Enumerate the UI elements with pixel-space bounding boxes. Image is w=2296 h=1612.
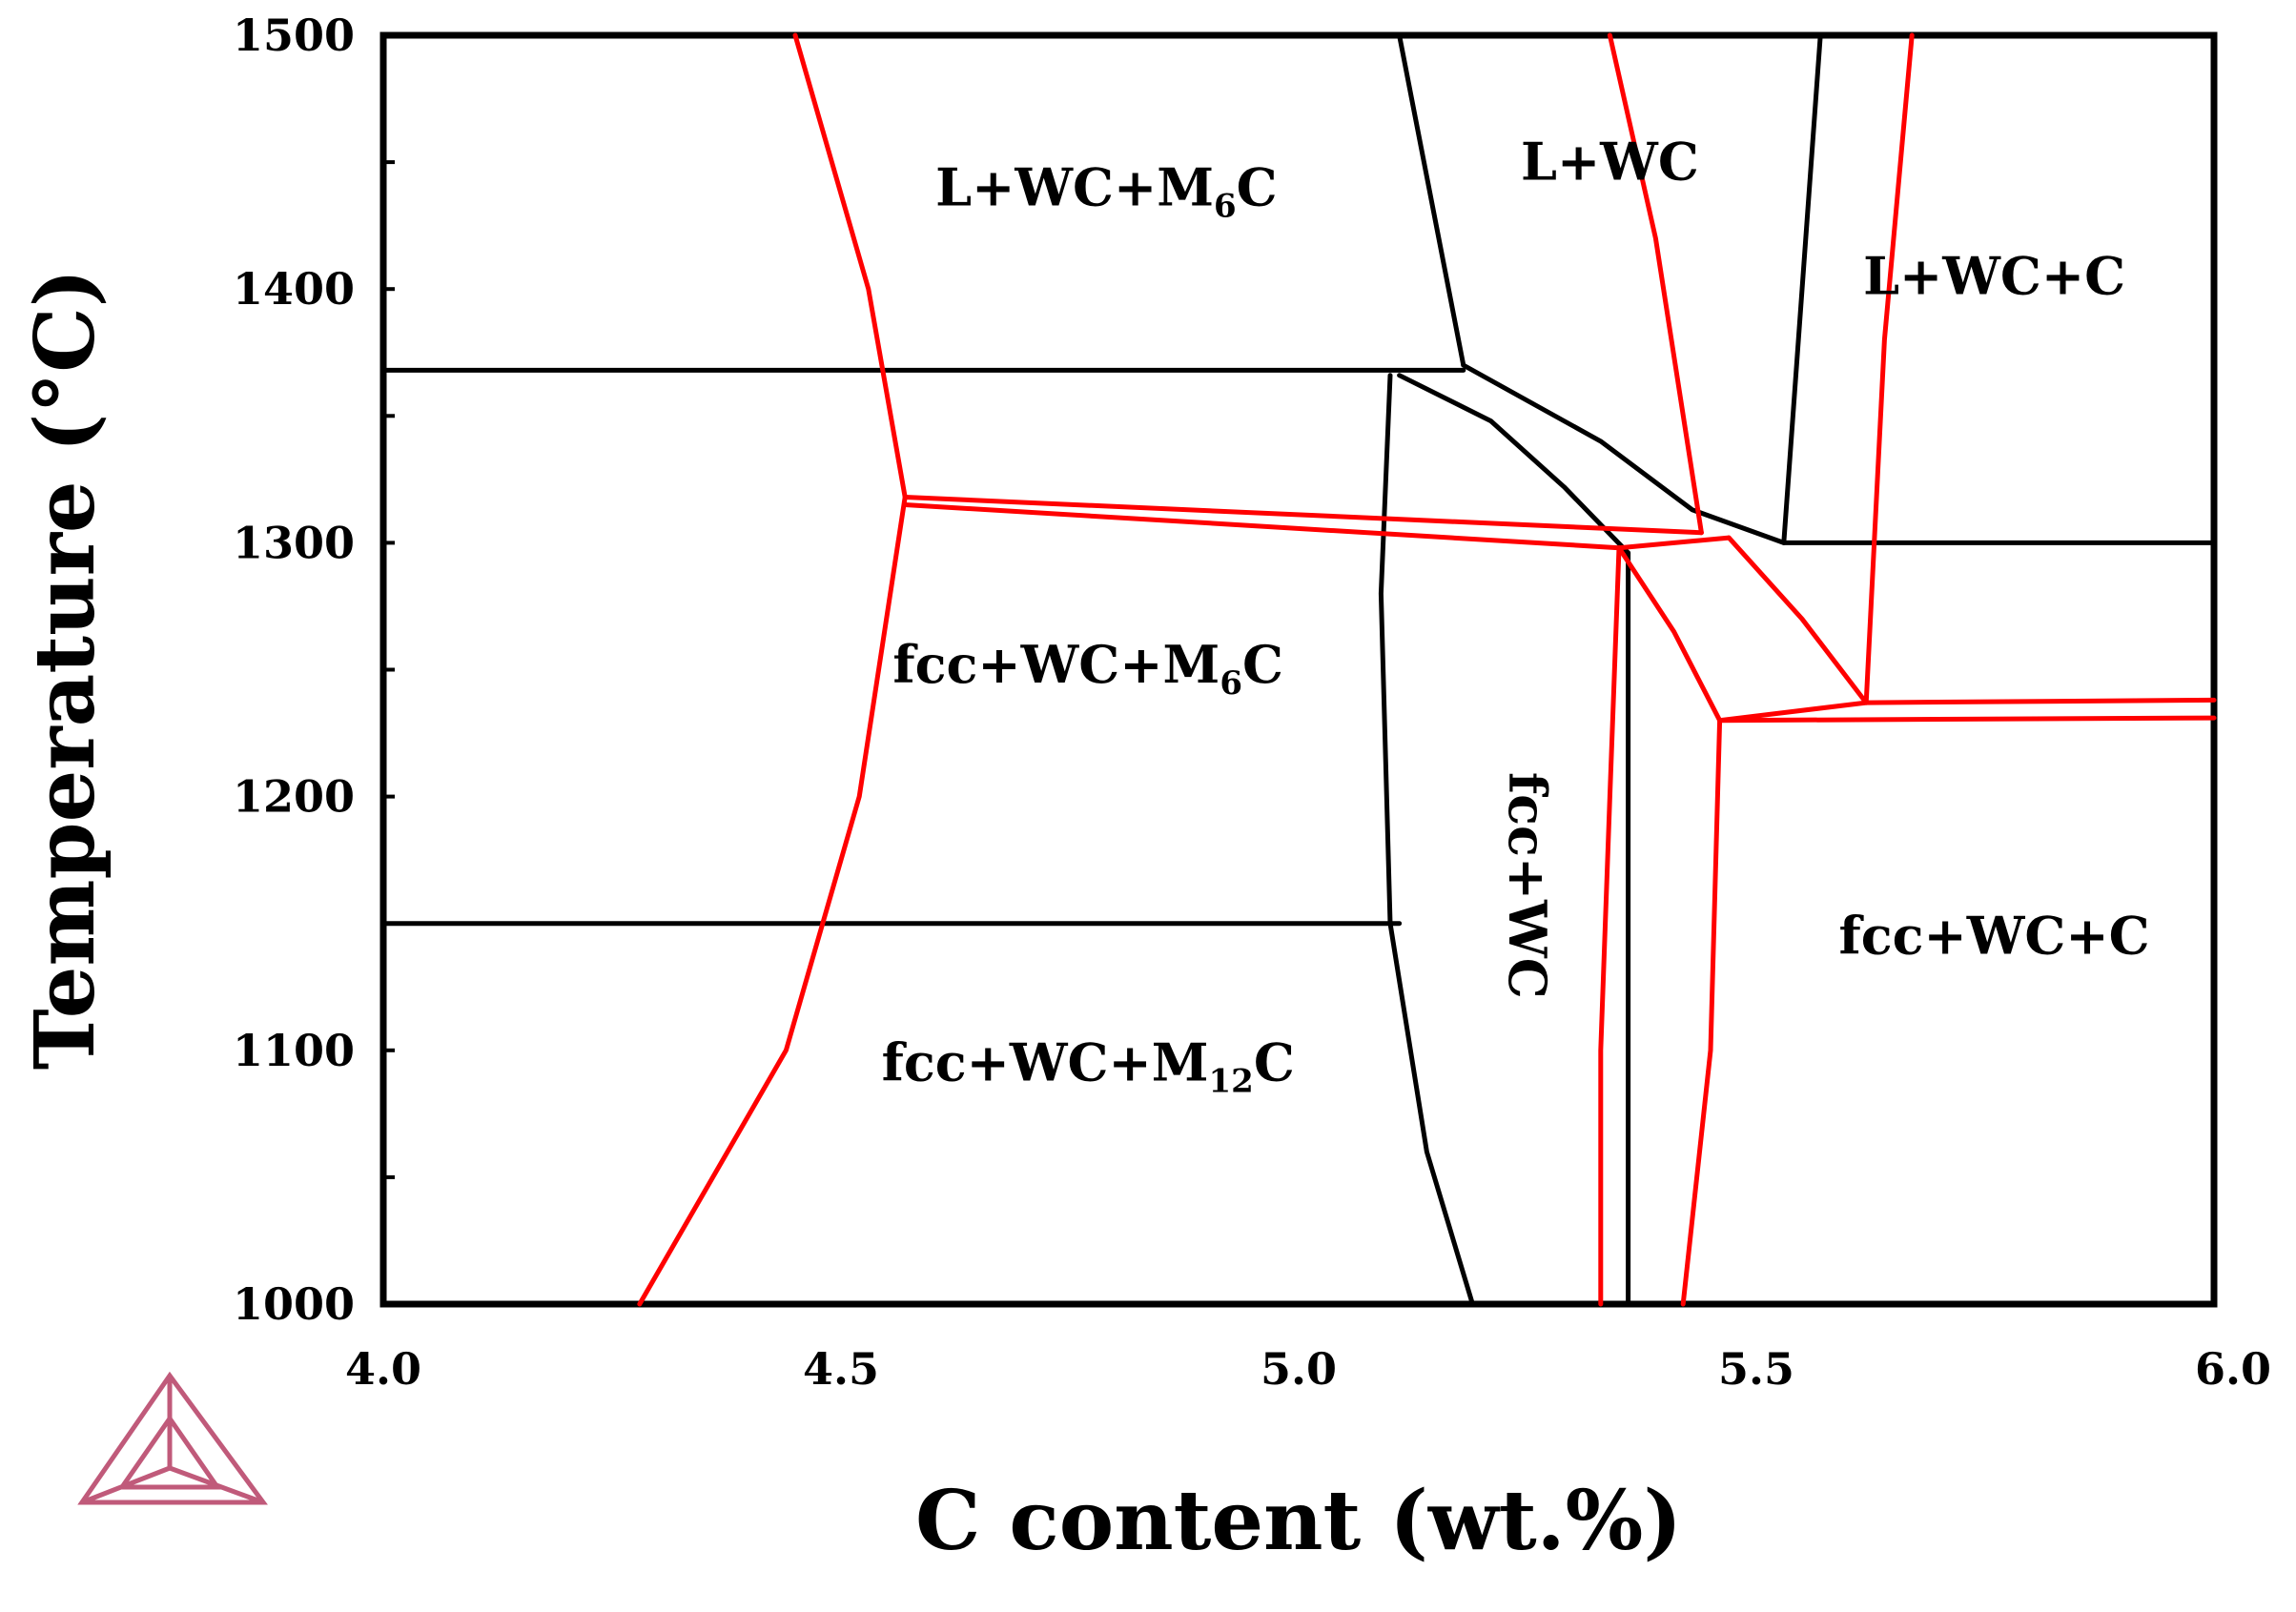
phase-boundary-lines — [380, 32, 2217, 1307]
red-boundary-line-15 — [1680, 718, 1723, 1307]
red-boundary-line-14 — [1616, 545, 1723, 724]
red-boundary-line-12 — [1616, 535, 1732, 551]
region-label: L+WC+C — [1863, 246, 2125, 307]
y-axis-title: Temperature (°C) — [17, 269, 113, 1071]
y-tick-label: 1000 — [233, 1278, 355, 1330]
x-tick-label: 4.5 — [803, 1343, 879, 1395]
red-boundary-line-13 — [1598, 545, 1622, 1307]
region-label: L+WC — [1521, 132, 1699, 193]
region-label: fcc+WC+C — [1839, 906, 2150, 967]
plot-frame — [379, 31, 2218, 1308]
red-boundary-line-9 — [637, 32, 908, 1307]
red-boundary-line-20 — [1717, 715, 2217, 724]
x-tick-label: 5.0 — [1261, 1343, 1337, 1395]
red-boundary-line-10 — [902, 495, 1704, 536]
x-tick-label: 6.0 — [2195, 1343, 2271, 1395]
black-boundary-line-2 — [1461, 362, 1787, 545]
region-label: fcc+WC+M12C — [882, 1032, 1295, 1101]
x-axis-title: C content (wt.%) — [915, 1473, 1682, 1569]
red-boundary-line-18 — [1863, 32, 1915, 705]
red-boundary-line-17 — [1607, 32, 1704, 536]
y-tick-label: 1100 — [233, 1025, 355, 1076]
region-labels: L+WC+M6C L+WC L+WC+C fcc+WC+M6C fcc+WC fcc+WC… — [882, 132, 2150, 1101]
y-tick-label: 1400 — [233, 263, 355, 315]
black-boundary-line-7 — [1781, 32, 1823, 545]
y-tick-label: 1200 — [233, 771, 355, 823]
black-boundary-line-3 — [1397, 373, 1631, 556]
red-boundary-line-16 — [1726, 535, 1869, 705]
thermo-calc-logo-icon — [77, 1371, 268, 1505]
black-boundary-line-1 — [1397, 32, 1466, 368]
y-tick-label: 1500 — [233, 10, 355, 61]
region-label: fcc+WC+M6C — [892, 634, 1283, 703]
black-boundary-line-4 — [1378, 373, 1475, 1307]
x-tick-label: 5.5 — [1718, 1343, 1794, 1395]
red-boundary-line-11 — [902, 502, 1622, 551]
y-tick-label: 1300 — [233, 517, 355, 568]
red-boundary-line-19 — [1717, 697, 2217, 724]
x-tick-label: 4.0 — [345, 1343, 421, 1395]
axis-ticks: 4.0 4.5 5.0 5.5 6.0 1000 1100 1200 1300 1400 1500 — [233, 10, 2271, 1395]
region-label: L+WC+M6C — [935, 156, 1278, 225]
region-label: fcc+WC — [1497, 772, 1558, 999]
